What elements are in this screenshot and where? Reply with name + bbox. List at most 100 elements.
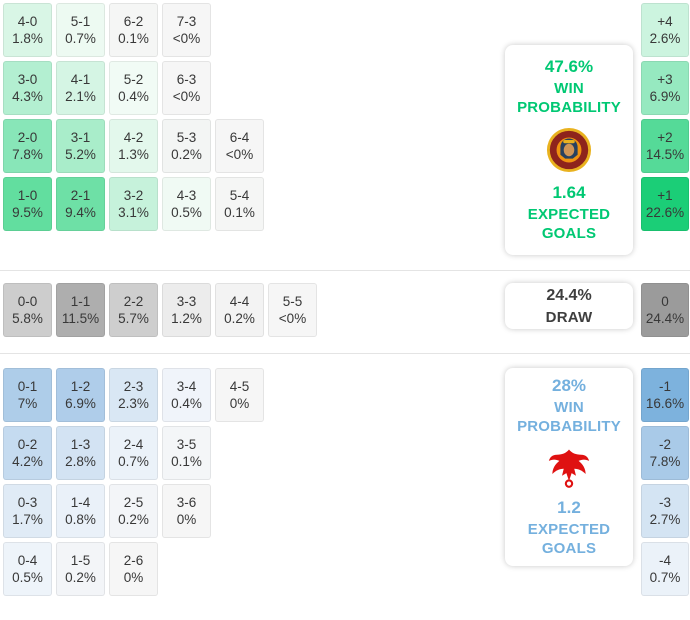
score-probability: 0.4%: [171, 395, 202, 411]
score-probability: 5.2%: [65, 146, 96, 162]
away-win-probability-card: 28% WIN PROBABILITY 1.2 EXPECTED GOALS: [505, 368, 633, 566]
win-label-line: WIN: [554, 80, 584, 97]
section-divider: [0, 353, 690, 354]
score-probability: 0.7%: [65, 30, 96, 46]
home-expected-goals-label: EXPECTED GOALS: [528, 205, 610, 243]
score-cell: 1-2 6.9%: [56, 368, 105, 422]
goal-margin-label: 0: [661, 293, 669, 309]
goal-margin-cell: -4 0.7%: [641, 542, 689, 596]
score-probability: 0.2%: [171, 146, 202, 162]
score-row: 4-0 1.8% 5-1 0.7% 6-2 0.1% 7-3 <0%: [3, 3, 264, 57]
al-ahly-eagle-icon: [548, 449, 590, 488]
score-row: 3-0 4.3% 4-1 2.1% 5-2 0.4% 6-3 <0%: [3, 61, 264, 115]
goal-margin-label: -2: [658, 436, 671, 452]
score-probability: 5.7%: [118, 310, 149, 326]
score-probability: 2.3%: [118, 395, 149, 411]
away-win-probability-value: 28%: [551, 376, 587, 395]
score-probability: 6.9%: [65, 395, 96, 411]
scoreline: 2-3: [123, 378, 144, 394]
score-probability: 9.4%: [65, 204, 96, 220]
score-cell: 2-0 7.8%: [3, 119, 52, 173]
scoreline: 6-4: [229, 129, 250, 145]
score-probability: 0.1%: [224, 204, 255, 220]
score-cell: 3-0 4.3%: [3, 61, 52, 115]
score-cell: 5-2 0.4%: [109, 61, 158, 115]
scoreline: 1-4: [70, 494, 91, 510]
score-probability: 4.2%: [12, 453, 43, 469]
score-cell: 4-2 1.3%: [109, 119, 158, 173]
score-cell: 4-1 2.1%: [56, 61, 105, 115]
scoreline: 4-1: [70, 71, 91, 87]
score-cell: 0-2 4.2%: [3, 426, 52, 480]
score-probability: 0%: [229, 395, 250, 411]
scoreline: 0-1: [17, 378, 38, 394]
scoreline: 5-3: [176, 129, 197, 145]
away-score-grid: 0-1 7% 1-2 6.9% 2-3 2.3% 3-4 0.4% 4-5 0% 0-2 4…: [3, 368, 264, 596]
scoreline: 2-0: [17, 129, 38, 145]
goal-margin-probability: 7.8%: [649, 453, 681, 469]
score-cell: 4-0 1.8%: [3, 3, 52, 57]
score-probability: 0.4%: [118, 88, 149, 104]
goals-label-line: GOALS: [541, 225, 597, 242]
score-probability: 0%: [123, 569, 144, 585]
goal-margin-probability: 14.5%: [645, 146, 685, 162]
score-cell: 0-4 0.5%: [3, 542, 52, 596]
score-cell: 1-3 2.8%: [56, 426, 105, 480]
goal-margin-probability: 22.6%: [645, 204, 685, 220]
score-cell: 3-3 1.2%: [162, 283, 211, 337]
scoreline: 5-1: [70, 13, 91, 29]
score-probability: 0.2%: [118, 511, 149, 527]
probability-label-line: PROBABILITY: [517, 99, 621, 116]
score-probability: 1.8%: [12, 30, 43, 46]
goal-margin-cell: +1 22.6%: [641, 177, 689, 231]
score-row: 0-2 4.2% 1-3 2.8% 2-4 0.7% 3-5 0.1%: [3, 426, 264, 480]
scoreline: 0-2: [17, 436, 38, 452]
score-probability: 0.1%: [171, 453, 202, 469]
score-cell: 5-3 0.2%: [162, 119, 211, 173]
score-probability: 9.5%: [12, 204, 43, 220]
scoreline: 3-0: [17, 71, 38, 87]
draw-goal-margin-column: 0 24.4%: [641, 283, 689, 337]
away-team-logo: [548, 446, 590, 488]
goal-margin-probability: 2.6%: [649, 30, 681, 46]
score-probability: 7%: [17, 395, 38, 411]
draw-score-grid: 0-0 5.8% 1-1 11.5% 2-2 5.7% 3-3 1.2% 4-4 0.2%…: [3, 283, 317, 337]
goal-margin-label: +1: [657, 187, 673, 203]
scoreline: 3-3: [176, 293, 197, 309]
goal-margin-label: -3: [658, 494, 671, 510]
goal-margin-label: +3: [657, 71, 673, 87]
score-row: 0-1 7% 1-2 6.9% 2-3 2.3% 3-4 0.4% 4-5 0%: [3, 368, 264, 422]
scoreline: 2-4: [123, 436, 144, 452]
scoreline: 7-3: [176, 13, 197, 29]
goal-margin-probability: 2.7%: [649, 511, 681, 527]
score-row: 2-0 7.8% 3-1 5.2% 4-2 1.3% 5-3 0.2% 6-4 <0%: [3, 119, 264, 173]
draw-probability-value: 24.4%: [546, 286, 592, 304]
score-cell: 0-1 7%: [3, 368, 52, 422]
score-cell: 2-3 2.3%: [109, 368, 158, 422]
scoreline: 3-5: [176, 436, 197, 452]
score-cell: 6-4 <0%: [215, 119, 264, 173]
home-expected-goals-value: 1.64: [552, 183, 586, 202]
score-row: 0-4 0.5% 1-5 0.2% 2-6 0%: [3, 542, 264, 596]
scoreline: 6-3: [176, 71, 197, 87]
scoreline: 3-1: [70, 129, 91, 145]
draw-probability-card: 24.4% DRAW: [505, 283, 633, 329]
score-cell: 1-5 0.2%: [56, 542, 105, 596]
score-cell: 2-2 5.7%: [109, 283, 158, 337]
score-cell: 3-2 3.1%: [109, 177, 158, 231]
scoreline: 1-3: [70, 436, 91, 452]
goal-margin-cell: -1 16.6%: [641, 368, 689, 422]
score-probability: 2.8%: [65, 453, 96, 469]
scoreline: 6-2: [123, 13, 144, 29]
score-probability: 11.5%: [61, 310, 100, 326]
scoreline: 2-1: [70, 187, 91, 203]
scoreline: 0-4: [17, 552, 38, 568]
score-cell: 2-4 0.7%: [109, 426, 158, 480]
score-cell: 1-0 9.5%: [3, 177, 52, 231]
score-probability: 1.3%: [118, 146, 149, 162]
score-cell: 2-1 9.4%: [56, 177, 105, 231]
expected-label-line: EXPECTED: [527, 206, 611, 223]
home-win-probability-label: WIN PROBABILITY: [517, 79, 621, 117]
score-probability: 0.1%: [118, 30, 149, 46]
away-expected-goals-value: 1.2: [557, 498, 581, 517]
